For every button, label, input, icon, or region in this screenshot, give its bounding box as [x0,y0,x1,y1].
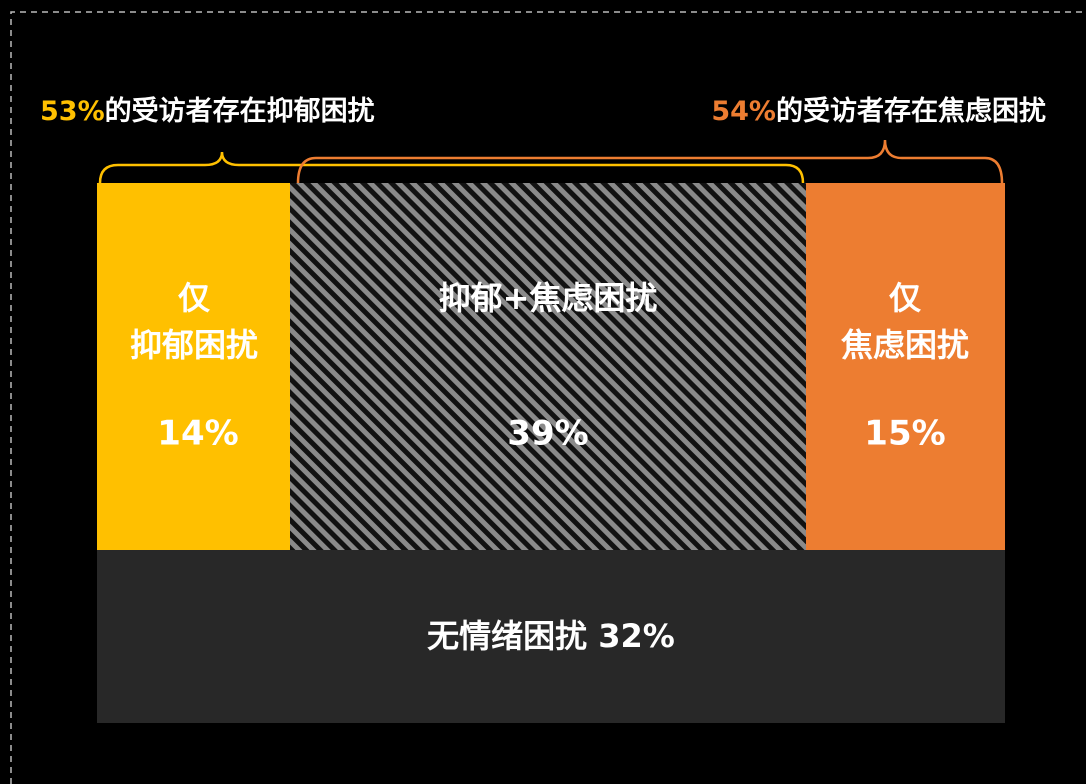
both-block [290,183,806,550]
block-label: 焦虑困扰 [841,326,969,364]
right-percent: 54% [711,96,776,127]
right-text: 的受访者存在焦虑困扰 [776,95,1046,127]
block-label: 仅 [889,279,922,317]
right-header: 54%的受访者存在焦虑困扰 [711,95,1046,127]
no-distress-block [97,550,1005,723]
block-value: 14% [157,414,238,454]
left-text: 的受访者存在抑郁困扰 [105,95,375,127]
right-brace [296,139,1004,184]
left-percent: 53% [40,96,105,127]
dashed-frame [10,11,1086,784]
block-value: 15% [864,414,945,454]
anxiety-only-block [806,183,1005,550]
block-label: 仅 [178,279,211,317]
footer-label: 无情绪困扰 32% [427,617,675,655]
depression-only-block [97,183,290,550]
left-brace [98,151,805,184]
block-label: 抑郁困扰 [130,326,258,364]
left-header: 53%的受访者存在抑郁困扰 [40,95,375,127]
block-value: 39% [507,414,588,454]
block-label: 抑郁+焦虑困扰 [439,279,658,317]
